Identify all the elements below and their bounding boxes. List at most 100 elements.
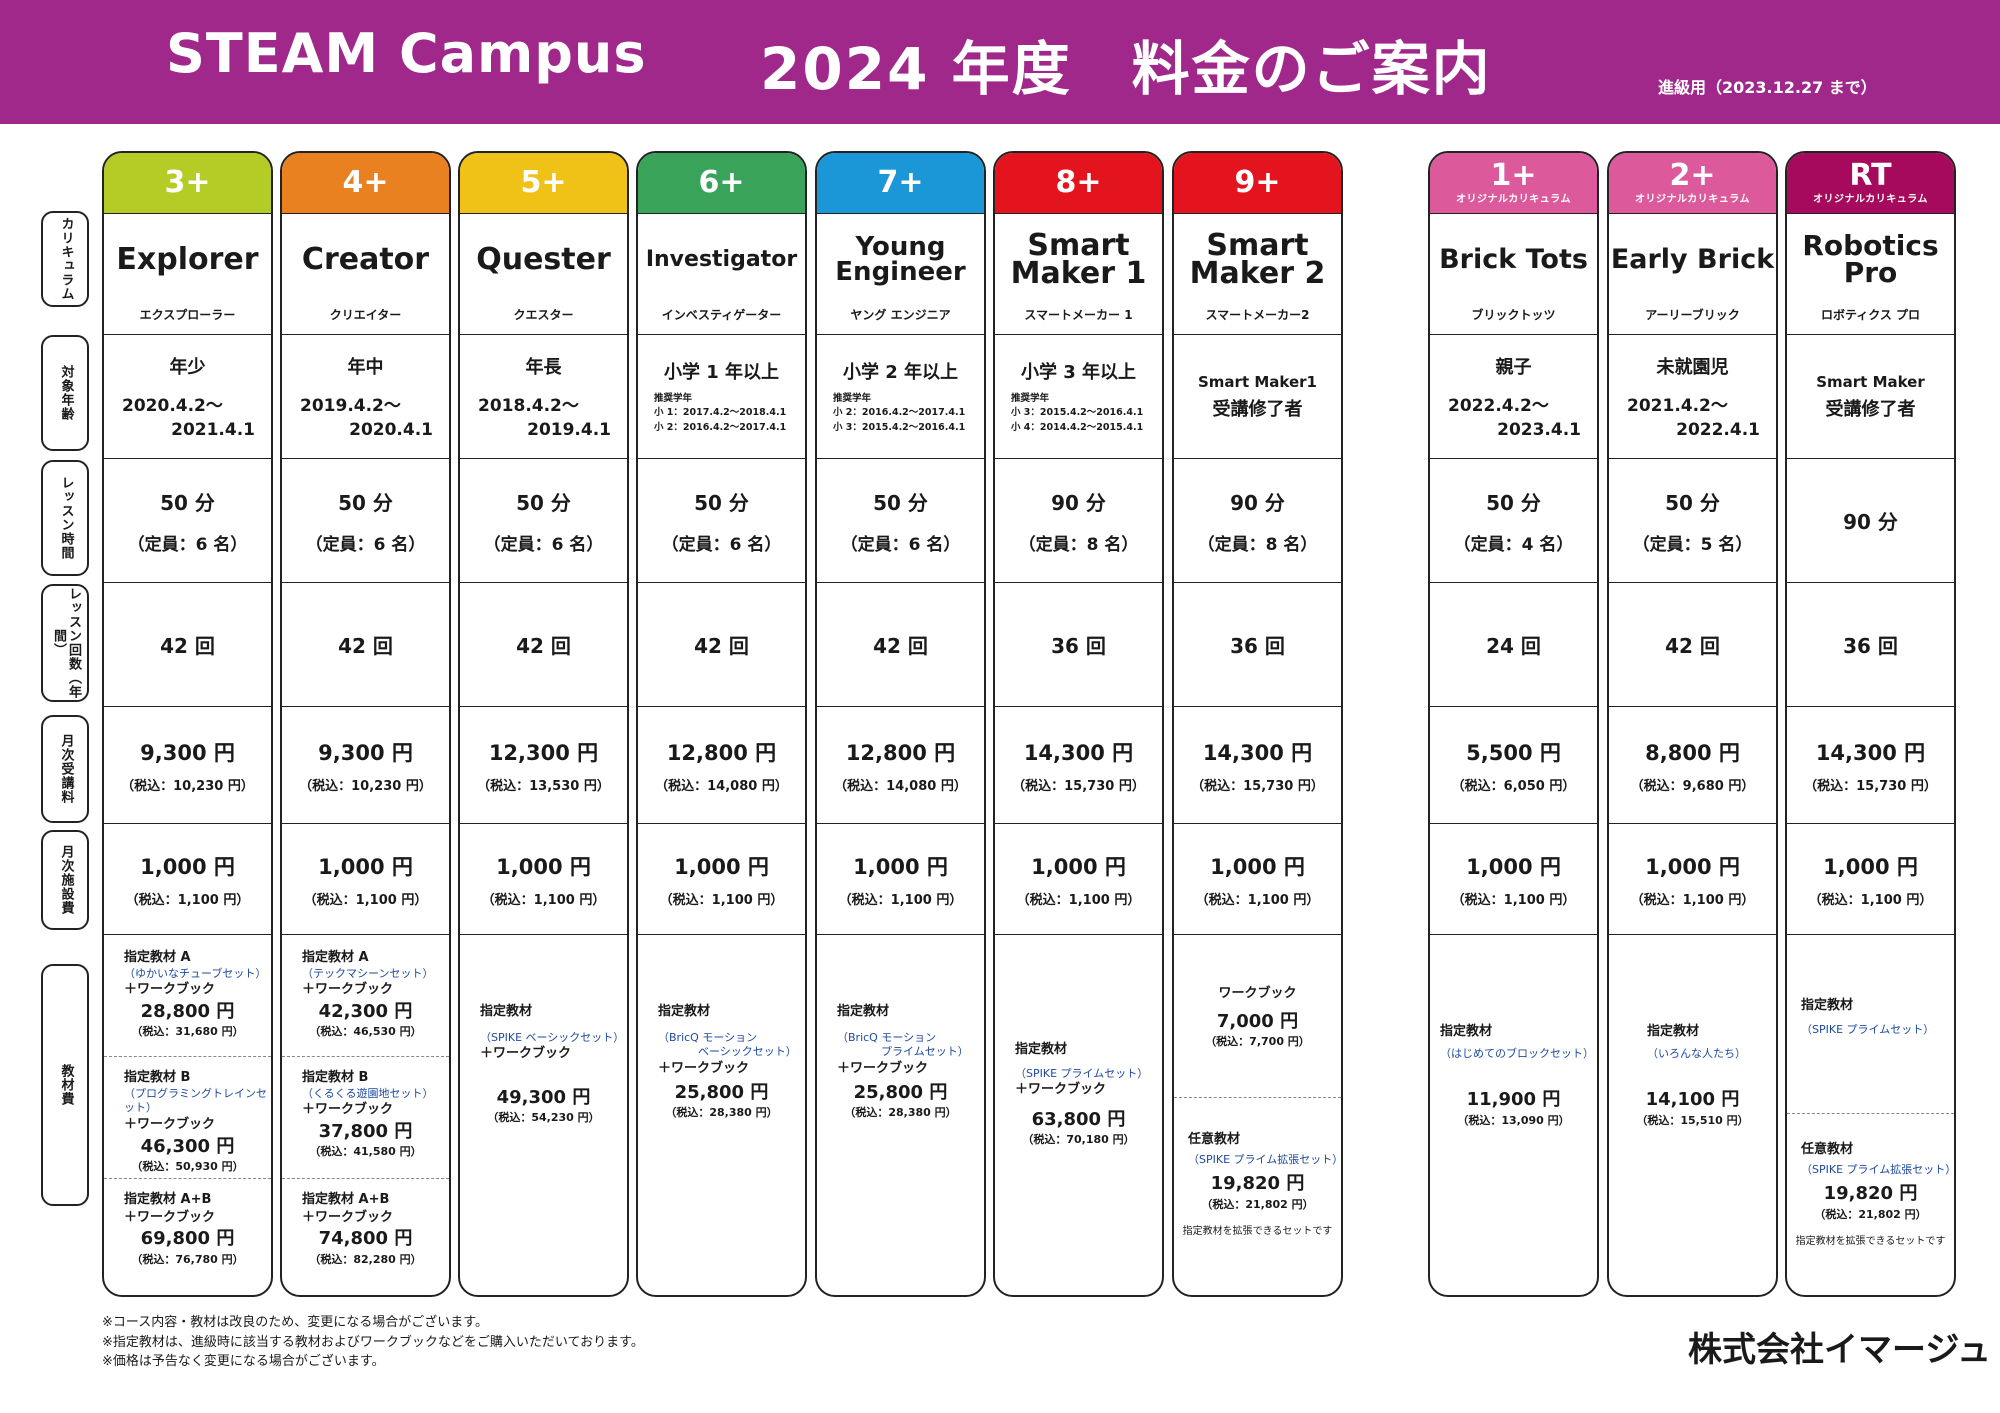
course-kana: エクスプローラー <box>139 308 236 322</box>
facility-fee: 1,000 円 <box>1466 854 1561 879</box>
optional-material-tax: （税込：21,802 円） <box>1201 1197 1314 1211</box>
material-label: 指定教材 A+B <box>302 1192 390 1207</box>
lesson-time-cell: 50 分 （定員：5 名） <box>1609 458 1776 582</box>
recommended-label: 推奨学年 <box>1011 393 1050 405</box>
monthly-fee: 5,500 円 <box>1466 740 1561 765</box>
divider <box>1787 1113 1954 1114</box>
optional-material-label: 任意教材 <box>1188 1132 1241 1147</box>
course-kana: スマートメーカー 1 <box>1024 308 1133 322</box>
lesson-count-cell: 42 回 <box>282 582 449 706</box>
monthly-fee-tax: （税込：14,080 円） <box>834 778 967 794</box>
monthly-fee: 14,300 円 <box>1023 740 1134 765</box>
workbook-label: ＋ワークブック <box>658 1061 750 1077</box>
facility-fee-tax: （税込：1,100 円） <box>1630 892 1755 908</box>
age-badge: 4+ <box>342 165 389 200</box>
optional-material-tax: （税込：21,802 円） <box>1814 1207 1927 1221</box>
birth-from: 2020.4.2〜 <box>122 396 223 416</box>
lesson-count-cell: 36 回 <box>1787 582 1954 706</box>
lesson-length: 90 分 <box>1230 490 1285 515</box>
material-price: 37,800 円 <box>318 1120 413 1142</box>
lesson-count-cell: 42 回 <box>104 582 271 706</box>
recommended-grade: 小 1：2017.4.2〜2018.4.1 <box>654 407 787 419</box>
footer-note: ※価格は予告なく変更になる場合がございます。 <box>102 1354 385 1369</box>
facility-fee: 1,000 円 <box>1823 854 1918 879</box>
monthly-fee: 12,300 円 <box>488 740 599 765</box>
row-label-text: 教材費 <box>58 1064 74 1106</box>
capacity: （定員：4 名） <box>1453 534 1574 555</box>
facility-fee-cell: 1,000 円 （税込：1,100 円） <box>1787 823 1954 934</box>
lesson-length: 50 分 <box>338 490 393 515</box>
facility-fee-cell: 1,000 円 （税込：1,100 円） <box>638 823 805 934</box>
capacity: （定員：5 名） <box>1632 534 1753 555</box>
capacity: （定員：8 名） <box>1018 534 1139 555</box>
facility-fee-tax: （税込：1,100 円） <box>481 892 606 908</box>
lesson-length: 50 分 <box>694 490 749 515</box>
monthly-fee-tax: （税込：9,680 円） <box>1630 778 1755 794</box>
workbook-label: ＋ワークブック <box>124 1209 216 1225</box>
optional-material-price: 19,820 円 <box>1823 1183 1918 1205</box>
birth-to: 2020.4.1 <box>349 420 433 440</box>
material-option-a: 指定教材 A （テックマシーンセット） ＋ワークブック 42,300 円 （税込：46… <box>282 949 449 1039</box>
original-curriculum-tag: オリジナルカリキュラム <box>1813 194 1928 205</box>
facility-fee-tax: （税込：1,100 円） <box>125 892 250 908</box>
optional-material-note: 指定教材を拡張できるセットです <box>1795 1235 1946 1247</box>
row-label-materials: 教材費 <box>41 964 89 1206</box>
material-price: 25,800 円 <box>853 1081 948 1103</box>
recommended-label: 推奨学年 <box>833 393 872 405</box>
materials-cell: 指定教材 （SPIKE プライムセット） 任意教材 （SPIKE プライム拡張セット… <box>1787 934 1956 1295</box>
material-option-b: 指定教材 B （くるくる遊園地セット） ＋ワークブック 37,800 円 （税込：41… <box>282 1069 449 1159</box>
birth-to: 2019.4.1 <box>527 420 611 440</box>
material-label: 指定教材 B <box>124 1070 191 1085</box>
capacity: （定員：6 名） <box>483 534 604 555</box>
age-label: Smart Maker <box>1816 373 1925 392</box>
monthly-fee-cell: 12,800 円 （税込：14,080 円） <box>817 706 984 823</box>
age-label: 未就園児 <box>1656 357 1729 378</box>
course-name: Young <box>855 232 946 263</box>
recommended-grade: 小 2：2016.4.2〜2017.4.1 <box>654 421 787 433</box>
course-name: Brick Tots <box>1439 244 1588 276</box>
course-column-quester: 5+ Quester クエスター 年長 2018.4.2〜 2019.4.1 5… <box>458 151 629 1297</box>
material-tax: （税込：46,530 円） <box>309 1025 422 1039</box>
age-cell: 親子 2022.4.2〜 2023.4.1 <box>1430 334 1597 458</box>
curriculum-cell: Explorer エクスプローラー <box>104 213 271 334</box>
lesson-count: 42 回 <box>160 634 215 658</box>
monthly-fee-tax: （税込：10,230 円） <box>299 778 432 794</box>
material-option: 指定教材 （SPIKE プライムセット） <box>1787 997 1954 1037</box>
course-column-creator: 4+ Creator クリエイター 年中 2019.4.2〜 2020.4.1 … <box>280 151 451 1297</box>
optional-material-name: （SPIKE プライム拡張セット） <box>1801 1162 1956 1176</box>
row-label-lesson-time: レッスン時間 <box>41 460 89 576</box>
material-label: 指定教材 <box>480 1004 533 1019</box>
material-name: （SPIKE プライムセット） <box>1801 1022 1935 1036</box>
material-label: 指定教材 <box>1440 1024 1493 1039</box>
lesson-length: 50 分 <box>873 490 928 515</box>
age-badge: 9+ <box>1234 165 1281 200</box>
course-kana: ロボティクス プロ <box>1820 308 1921 322</box>
optional-material-note: 指定教材を拡張できるセットです <box>1182 1225 1333 1237</box>
materials-cell: 指定教材 （いろんな人たち） 14,100 円 （税込：15,510 円） <box>1609 934 1776 1295</box>
material-name: （プログラミングトレインセット） <box>124 1086 267 1115</box>
recommended-grades: 推奨学年 小 3：2015.4.2〜2016.4.1 小 4：2014.4.2〜… <box>1011 392 1143 435</box>
lesson-length: 50 分 <box>1665 490 1720 515</box>
facility-fee: 1,000 円 <box>1210 854 1305 879</box>
company-name: 株式会社イマージュ <box>1688 1330 1991 1370</box>
course-name: Smart <box>1027 227 1130 263</box>
facility-fee: 1,000 円 <box>140 854 235 879</box>
material-tax: （税込：76,780 円） <box>131 1252 244 1266</box>
age-label: 親子 <box>1495 357 1532 378</box>
age-label: 年少 <box>169 357 206 378</box>
facility-fee: 1,000 円 <box>674 854 769 879</box>
lesson-count-cell: 24 回 <box>1430 582 1597 706</box>
lesson-count-cell: 42 回 <box>638 582 805 706</box>
material-name: （SPIKE プライムセット） <box>1015 1066 1149 1080</box>
course-name-line2: Maker 1 <box>1010 256 1147 291</box>
materials-cell: 指定教材 A （ゆかいなチューブセット） ＋ワークブック 28,800 円 （税込：3… <box>104 934 271 1295</box>
course-name: Smart <box>1206 227 1309 263</box>
material-price: 42,300 円 <box>318 1000 413 1022</box>
material-option: 指定教材 （BricQ モーション ベーシックセット） ＋ワークブック 25,800… <box>638 1003 805 1120</box>
age-badge: 5+ <box>520 165 567 200</box>
material-option: 指定教材 （SPIKE プライムセット） ＋ワークブック 63,800 円 （税込：… <box>995 1041 1162 1147</box>
material-tax: （税込：13,090 円） <box>1457 1113 1570 1127</box>
course-kana: ブリックトッツ <box>1471 308 1556 322</box>
workbook-label: ＋ワークブック <box>302 1102 394 1118</box>
material-price: 69,800 円 <box>140 1228 235 1250</box>
